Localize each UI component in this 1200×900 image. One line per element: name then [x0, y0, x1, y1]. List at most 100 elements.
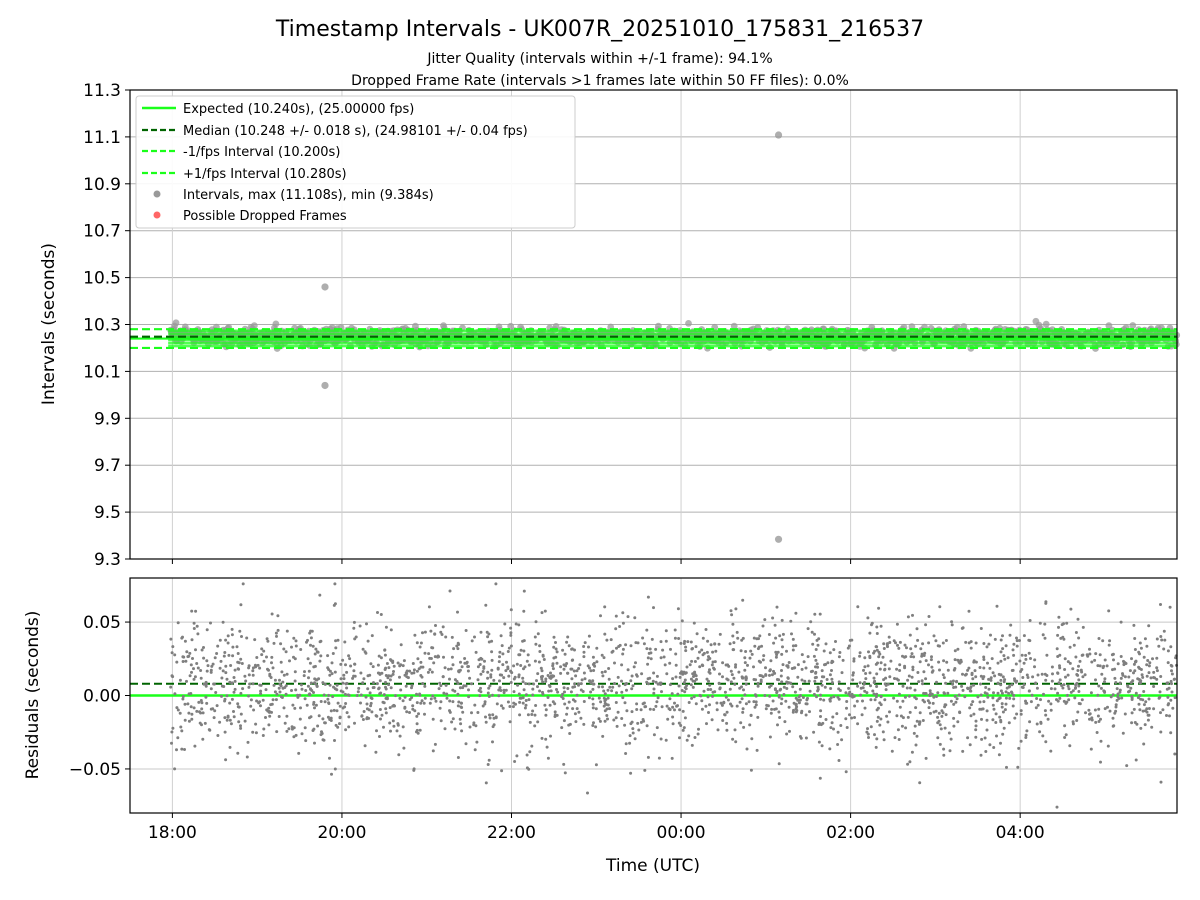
residual-point: [592, 721, 595, 725]
residual-point: [950, 620, 954, 624]
residual-point: [1068, 661, 1072, 665]
residual-point: [1102, 664, 1106, 668]
residual-point: [1168, 605, 1172, 609]
residual-point: [1094, 720, 1098, 724]
residual-point: [415, 730, 418, 734]
residual-point: [1018, 639, 1021, 642]
residual-point: [223, 651, 227, 654]
residual-point: [202, 656, 206, 660]
residual-point: [961, 672, 964, 676]
legend-label-plus-fps: +1/fps Interval (10.280s): [183, 167, 347, 182]
residual-point: [326, 654, 330, 658]
residual-point: [744, 675, 748, 679]
residual-point: [1041, 734, 1045, 738]
residual-point: [625, 709, 629, 713]
residual-point: [694, 674, 698, 678]
residual-point: [570, 647, 574, 651]
residual-point: [294, 688, 298, 692]
residual-point: [886, 682, 890, 686]
residual-point: [531, 693, 535, 697]
residual-point: [664, 738, 668, 742]
residual-point: [630, 710, 634, 714]
residual-point: [698, 693, 702, 697]
residual-point: [223, 697, 227, 701]
residual-point: [538, 644, 542, 648]
residual-point: [778, 716, 782, 719]
residual-point: [706, 658, 710, 662]
residual-point: [1076, 617, 1080, 621]
residual-point: [298, 693, 302, 697]
residual-point: [916, 638, 920, 642]
residual-point: [275, 634, 278, 638]
residual-point: [522, 589, 526, 593]
residual-point: [883, 682, 887, 686]
residual-point: [1033, 658, 1037, 662]
residual-point: [924, 659, 928, 663]
intervals-plot-frame: [129, 89, 1178, 560]
residual-point: [285, 729, 289, 733]
residual-point: [747, 700, 751, 704]
residual-point: [724, 695, 728, 699]
residual-point: [1133, 669, 1137, 673]
residual-point: [595, 660, 599, 664]
residual-point: [256, 663, 260, 667]
residual-point: [885, 714, 889, 718]
residual-point: [1167, 702, 1171, 706]
residual-point: [491, 740, 494, 744]
residual-point: [915, 734, 919, 738]
residual-point: [999, 638, 1003, 642]
residual-point: [603, 632, 607, 636]
residual-point: [192, 706, 196, 710]
residual-point: [739, 649, 743, 653]
interval-point: [730, 322, 738, 330]
residual-point: [1002, 726, 1006, 730]
residual-point: [1039, 720, 1043, 724]
residual-point: [814, 658, 818, 662]
residual-point: [541, 692, 545, 696]
residual-point: [794, 611, 798, 615]
residual-point: [927, 663, 930, 667]
residual-point: [591, 702, 595, 706]
residual-point: [522, 688, 526, 692]
residual-point: [583, 641, 587, 645]
residual-point: [1099, 686, 1103, 690]
residual-point: [1141, 709, 1145, 713]
residual-point: [267, 706, 271, 710]
residual-point: [1073, 696, 1077, 700]
residual-point: [887, 635, 891, 639]
residual-point: [616, 710, 620, 714]
residual-point: [388, 678, 392, 682]
residual-point: [592, 669, 596, 672]
residual-point: [1067, 698, 1071, 702]
residual-point: [359, 671, 363, 675]
residual-point: [535, 679, 538, 683]
residual-point: [1106, 744, 1110, 748]
residual-point: [239, 691, 243, 695]
residual-point: [543, 609, 547, 613]
residual-point: [1088, 652, 1092, 656]
residual-point: [734, 740, 738, 744]
residual-point: [362, 710, 366, 713]
residual-point: [1137, 702, 1141, 706]
residual-point: [978, 700, 982, 704]
residual-point: [450, 655, 454, 659]
residual-point: [903, 666, 907, 670]
residual-point: [333, 582, 337, 586]
residual-point: [829, 687, 833, 690]
residual-point: [200, 701, 204, 705]
residual-point: [267, 723, 271, 727]
residual-point: [764, 707, 768, 711]
residual-point: [591, 655, 595, 659]
residual-point: [634, 641, 638, 645]
residual-point: [1147, 671, 1151, 675]
residual-point: [641, 636, 645, 640]
residual-point: [181, 660, 185, 663]
residual-point: [966, 687, 970, 691]
residual-point: [901, 716, 905, 720]
residual-point: [690, 696, 694, 700]
residual-point: [864, 672, 868, 675]
residual-point: [641, 702, 645, 706]
residual-point: [673, 708, 676, 712]
residual-point: [853, 716, 856, 719]
residual-point: [338, 704, 342, 708]
